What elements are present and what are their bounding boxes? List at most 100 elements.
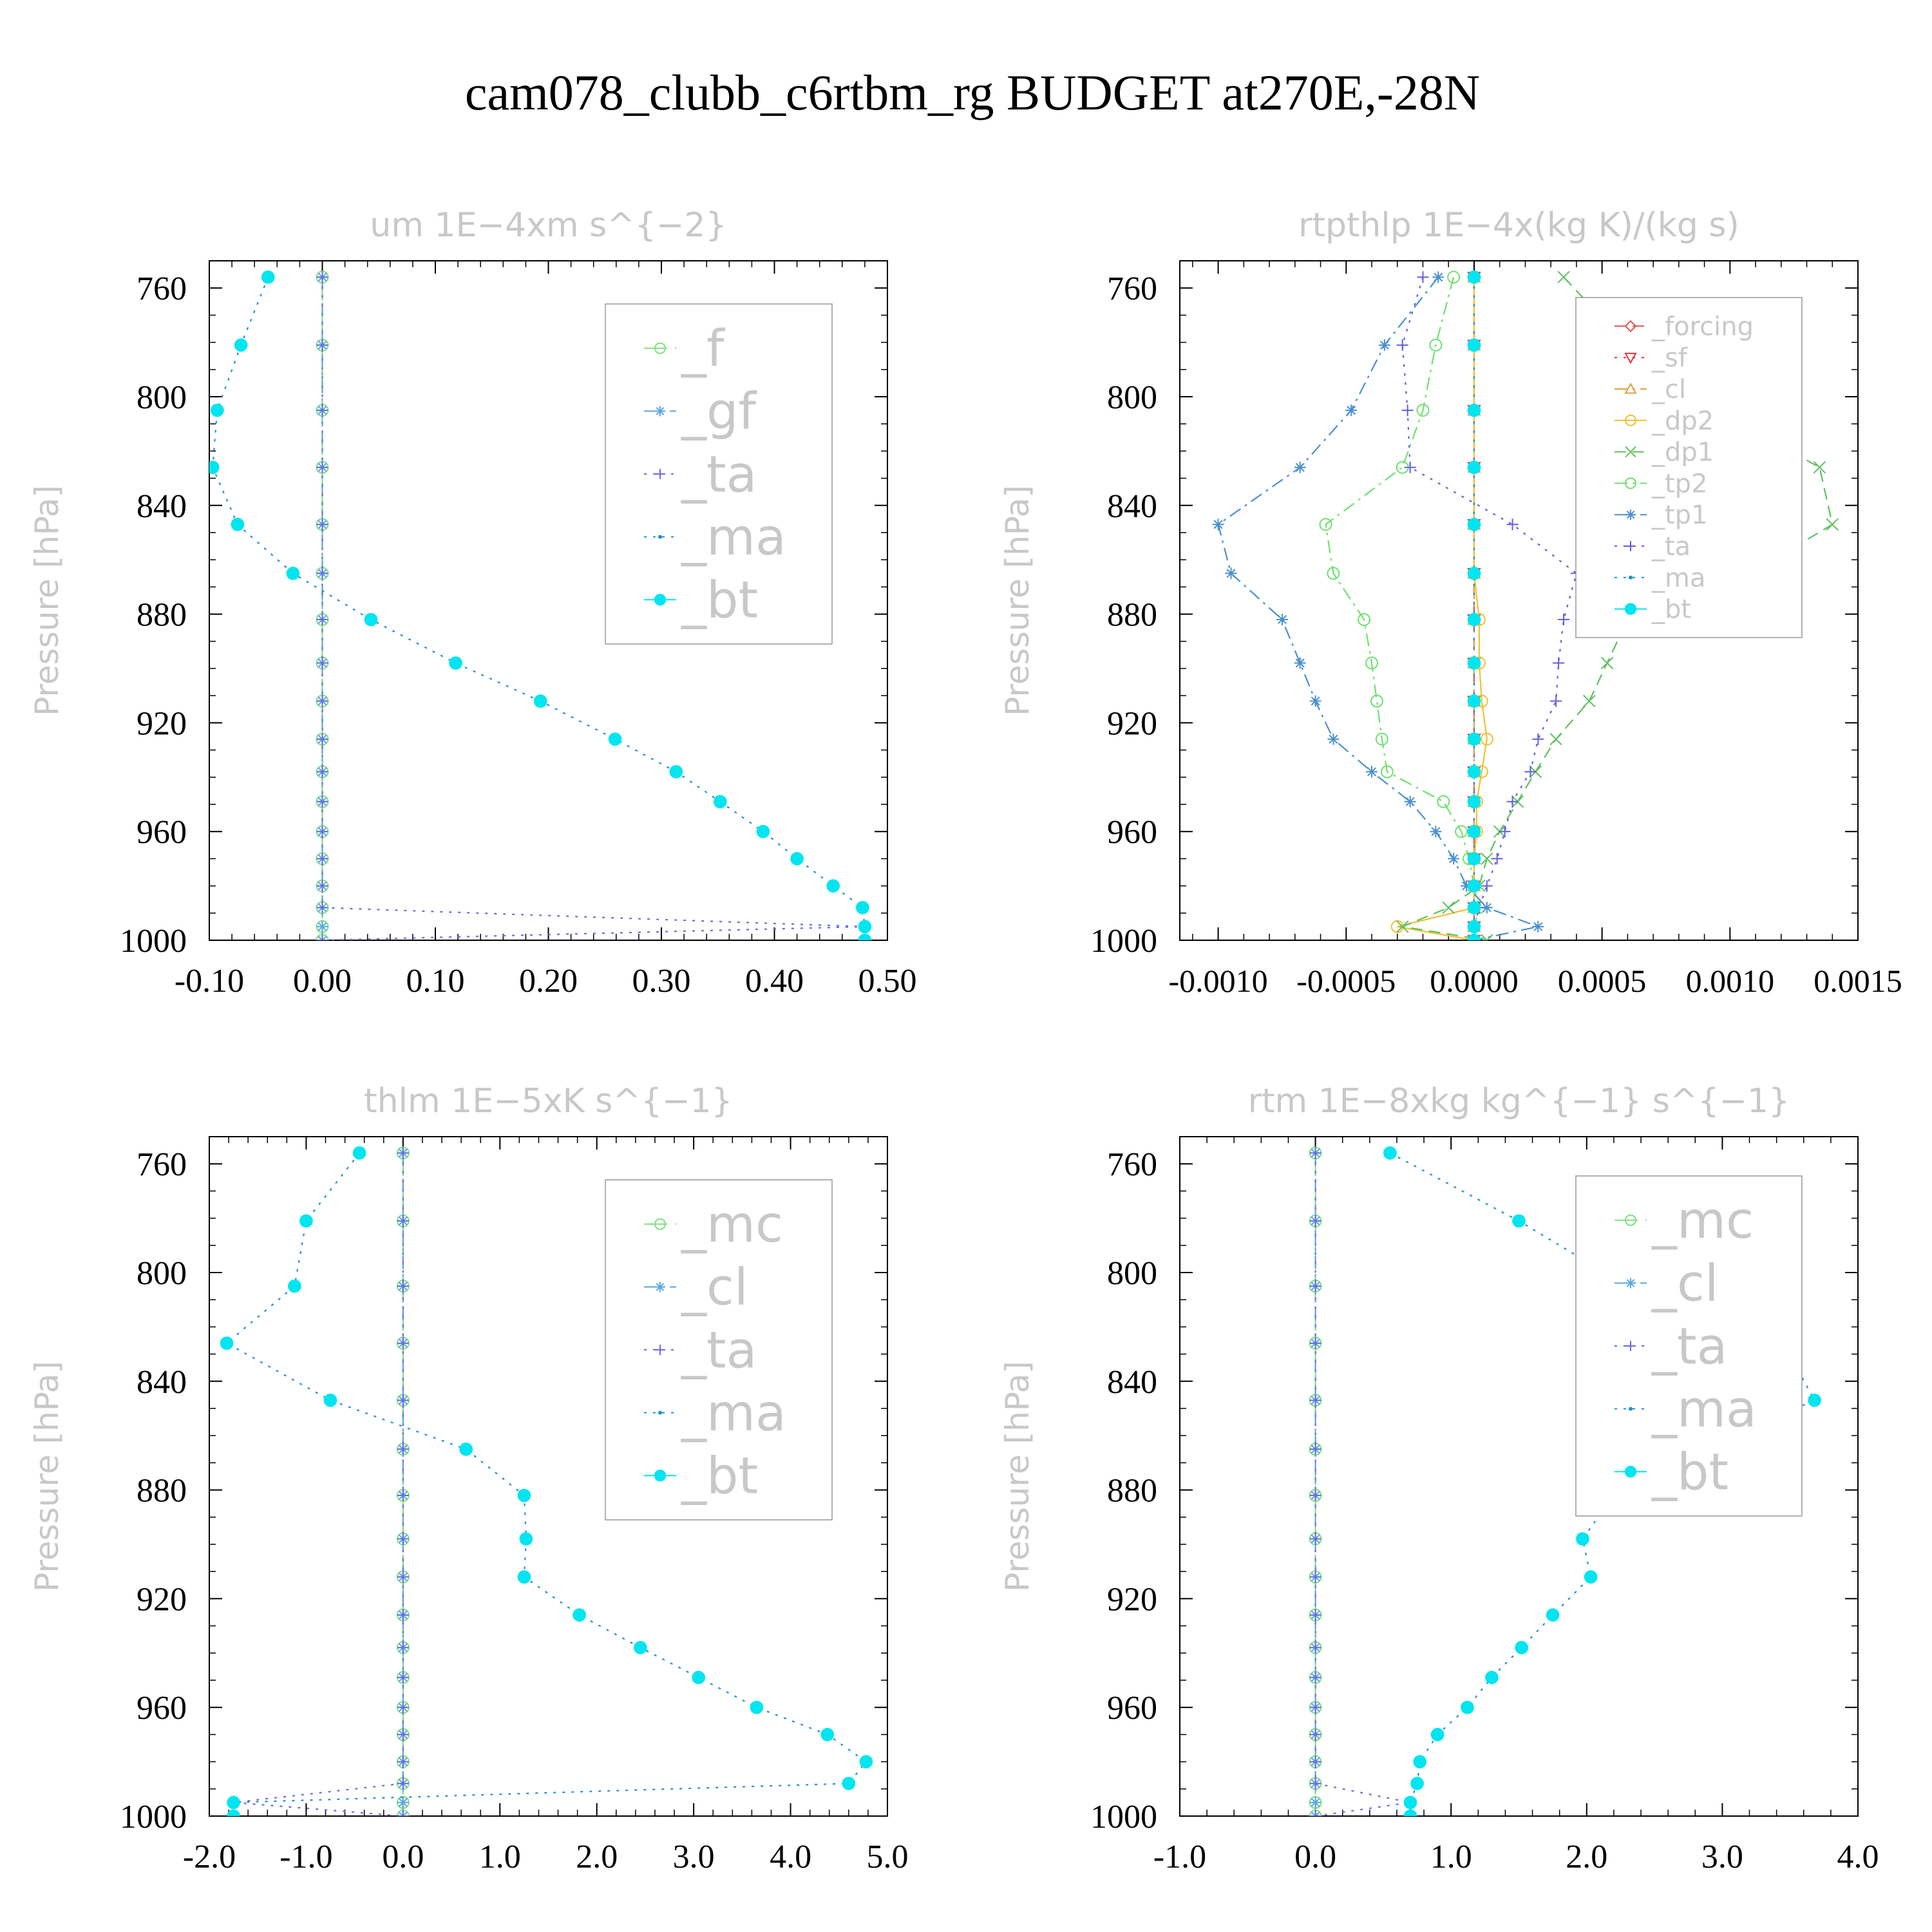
data-point-ta bbox=[397, 1642, 409, 1654]
data-point-bt bbox=[227, 1795, 240, 1810]
legend-label-bt: _bt bbox=[1651, 595, 1691, 625]
data-point-bt bbox=[669, 765, 683, 779]
legend-label-ma: _ma bbox=[681, 509, 786, 567]
data-point-ta bbox=[1309, 1701, 1321, 1714]
plot-frame bbox=[1179, 260, 1859, 941]
data-point-ta bbox=[397, 1810, 409, 1816]
data-point-bt bbox=[856, 901, 869, 914]
data-point-ta bbox=[1309, 1571, 1321, 1583]
x-tick-label: 0.0 bbox=[382, 1839, 424, 1875]
data-point-bt bbox=[1515, 1641, 1529, 1654]
data-point-ta bbox=[1309, 1394, 1321, 1406]
chart-panel: um 1E−4xm s^{−2} Pressure [hPa] -0.10 0.00 0… bbox=[28, 206, 917, 999]
series-line-tp1 bbox=[1217, 276, 1541, 940]
legend-marker-mc bbox=[1625, 1214, 1636, 1226]
y-tick-label: 1000 bbox=[120, 1799, 187, 1835]
legend-label-ma: _ma bbox=[1651, 1381, 1757, 1439]
legend-marker-bt bbox=[654, 594, 667, 606]
data-point-tp1 bbox=[1448, 853, 1460, 865]
data-point-ta bbox=[316, 853, 328, 865]
x-tick-label: 0.50 bbox=[858, 963, 917, 999]
data-point-bt bbox=[227, 1809, 240, 1816]
data-point-cl bbox=[397, 1796, 409, 1808]
y-tick-label: 960 bbox=[1107, 814, 1157, 851]
legend-marker-forcing bbox=[1624, 319, 1637, 332]
data-point-bt bbox=[1467, 765, 1481, 779]
data-point-bt bbox=[1403, 1795, 1417, 1810]
data-point-ta bbox=[1404, 461, 1416, 473]
data-point-dp1 bbox=[1396, 920, 1409, 933]
data-point-ta bbox=[1553, 657, 1565, 669]
data-point-bt bbox=[1467, 879, 1481, 893]
data-point-ta bbox=[1558, 614, 1570, 626]
chart-panel: rtpthlp 1E−4x(kg K)/(kg s) Pressure [hPa]… bbox=[999, 206, 1902, 999]
data-point-ta bbox=[1506, 795, 1519, 808]
series-line-ta bbox=[1401, 277, 1578, 940]
data-point-tp1 bbox=[1432, 271, 1444, 283]
data-point-bt bbox=[1467, 656, 1481, 670]
data-point-bt bbox=[1410, 1777, 1424, 1790]
data-point-ta bbox=[1309, 1609, 1321, 1621]
data-point-bt bbox=[842, 1777, 856, 1790]
legend-box bbox=[605, 1179, 833, 1520]
data-point-bt bbox=[1467, 270, 1481, 284]
figure-title: cam078_clubb_c6rtbm_rg BUDGET at270E,-28… bbox=[465, 64, 1480, 120]
legend-marker-ma bbox=[658, 535, 662, 539]
legend-marker-dp2 bbox=[1625, 414, 1636, 426]
x-tick-label: 5.0 bbox=[867, 1839, 909, 1875]
data-point-ta bbox=[1309, 1443, 1321, 1455]
legend-box bbox=[1575, 1175, 1803, 1517]
data-point-bt bbox=[286, 566, 300, 580]
legend-label-ta: _ta bbox=[681, 1321, 757, 1379]
series-group bbox=[1212, 270, 1839, 940]
data-point-bt bbox=[517, 1570, 531, 1584]
panel-title: rtm 1E−8xkg kg^{−1} s^{−1} bbox=[1248, 1082, 1790, 1121]
data-point-ta bbox=[316, 404, 328, 417]
y-axis-label: Pressure [hPa] bbox=[999, 485, 1036, 716]
x-tick-label: 2.0 bbox=[1566, 1839, 1607, 1875]
data-point-tp2 bbox=[1375, 732, 1388, 746]
data-point-tp1 bbox=[1366, 766, 1378, 778]
legend: _f_gf_ta_ma_bt bbox=[605, 303, 833, 645]
legend-label-cl: _cl bbox=[681, 1259, 748, 1317]
series-line-ta bbox=[1314, 1153, 1411, 1816]
x-tick-label: 0.0010 bbox=[1686, 963, 1775, 999]
y-tick-label: 800 bbox=[137, 1255, 187, 1292]
legend-marker-ma bbox=[1629, 575, 1633, 580]
data-point-tp1 bbox=[1327, 733, 1340, 745]
series-group bbox=[209, 270, 872, 940]
data-point-bt bbox=[1467, 694, 1481, 708]
x-tick-label: 3.0 bbox=[673, 1839, 715, 1875]
legend-marker-sf bbox=[1624, 352, 1637, 365]
data-point-ta bbox=[1309, 1810, 1321, 1816]
data-point-bt bbox=[299, 1214, 313, 1228]
data-point-ta bbox=[397, 1337, 409, 1349]
data-point-bt bbox=[323, 1393, 337, 1407]
y-axis-label: Pressure [hPa] bbox=[28, 485, 66, 716]
y-tick-label: 800 bbox=[137, 379, 187, 416]
data-point-bt bbox=[517, 1488, 531, 1502]
y-tick-label: 840 bbox=[1107, 1364, 1157, 1401]
panel-title: um 1E−4xm s^{−2} bbox=[370, 206, 726, 245]
legend-label-tp2: _tp2 bbox=[1651, 469, 1708, 498]
data-point-bt bbox=[449, 656, 462, 670]
legend-marker-gf bbox=[655, 406, 665, 417]
data-point-bt bbox=[826, 879, 840, 893]
legend-label-bt: _bt bbox=[1651, 1444, 1728, 1502]
data-point-ta bbox=[397, 1147, 409, 1159]
data-point-ta bbox=[1309, 1337, 1321, 1349]
data-point-ta bbox=[1550, 695, 1562, 707]
data-point-ta bbox=[397, 1215, 409, 1227]
data-point-ta bbox=[1499, 826, 1511, 838]
y-axis-label: Pressure [hPa] bbox=[999, 1361, 1036, 1592]
panel-title: rtpthlp 1E−4x(kg K)/(kg s) bbox=[1298, 206, 1739, 245]
data-point-bt bbox=[1467, 460, 1481, 475]
data-point-bt bbox=[858, 933, 872, 940]
data-point-bt bbox=[234, 338, 248, 352]
data-point-bt bbox=[288, 1279, 301, 1293]
data-point-bt bbox=[261, 270, 275, 284]
data-point-bt bbox=[1403, 1809, 1417, 1816]
data-point-bt bbox=[1467, 732, 1481, 746]
legend-marker-f bbox=[654, 342, 666, 354]
chart-panel: thlm 1E−5xK s^{−1} Pressure [hPa] -2.0 -1.0… bbox=[28, 1082, 909, 1875]
